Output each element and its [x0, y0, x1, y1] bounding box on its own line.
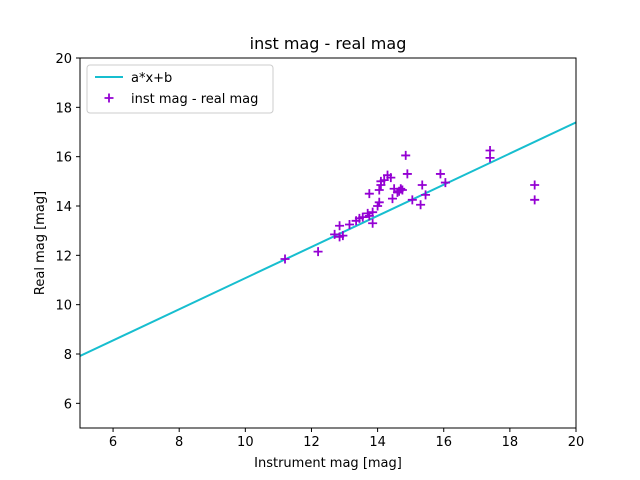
fit-line [80, 121, 576, 357]
x-tick-label: 18 [502, 435, 519, 450]
data-point [344, 220, 354, 229]
data-point [402, 169, 412, 179]
data-point [417, 180, 427, 190]
x-tick-label: 6 [109, 435, 117, 450]
legend-label-fit: a*x+b [131, 71, 172, 86]
legend: a*x+b inst mag - real mag [86, 64, 274, 114]
y-tick-label: 18 [55, 101, 72, 116]
plot-frame [79, 57, 577, 429]
data-point [374, 185, 384, 195]
x-tick-label: 14 [369, 435, 386, 450]
y-tick-label: 16 [55, 151, 72, 166]
data-point [416, 200, 426, 210]
x-tick-label: 8 [175, 435, 183, 450]
data-point [386, 173, 396, 183]
data-point [421, 190, 431, 200]
data-point [358, 212, 368, 222]
data-point [407, 195, 417, 205]
y-tick-label: 8 [64, 348, 72, 363]
legend-plus-marker [104, 93, 114, 103]
data-point [401, 150, 411, 160]
data-point [313, 247, 323, 257]
x-tick-label: 20 [568, 435, 585, 450]
data-point [374, 197, 384, 207]
data-point [368, 218, 378, 228]
y-tick-label: 12 [55, 249, 72, 264]
x-tick-label: 12 [303, 435, 320, 450]
data-point [396, 184, 406, 194]
data-point [379, 175, 389, 185]
data-point [338, 231, 348, 241]
y-tick-label: 10 [55, 299, 72, 314]
data-point [397, 185, 407, 195]
x-tick-label: 16 [435, 435, 452, 450]
data-point [530, 195, 540, 205]
data-point [364, 189, 374, 199]
data-point [530, 180, 540, 190]
data-point [368, 207, 378, 217]
legend-box [86, 64, 274, 114]
x-axis-label: Instrument mag [mag] [254, 456, 402, 471]
data-point [387, 194, 397, 204]
plot-background [80, 58, 576, 428]
legend-label-series: inst mag - real mag [131, 92, 258, 107]
y-tick-label: 14 [55, 200, 72, 215]
chart-title: inst mag - real mag [250, 34, 407, 53]
data-point [440, 178, 450, 188]
y-tick-label: 6 [64, 397, 72, 412]
data-point [330, 229, 340, 239]
x-tick-label: 10 [237, 435, 254, 450]
data-point [280, 254, 290, 264]
data-point [335, 221, 345, 231]
y-axis-label: Real mag [mag] [33, 191, 48, 295]
data-point [485, 153, 495, 163]
y-tick-label: 20 [55, 52, 72, 67]
data-point [435, 169, 445, 179]
